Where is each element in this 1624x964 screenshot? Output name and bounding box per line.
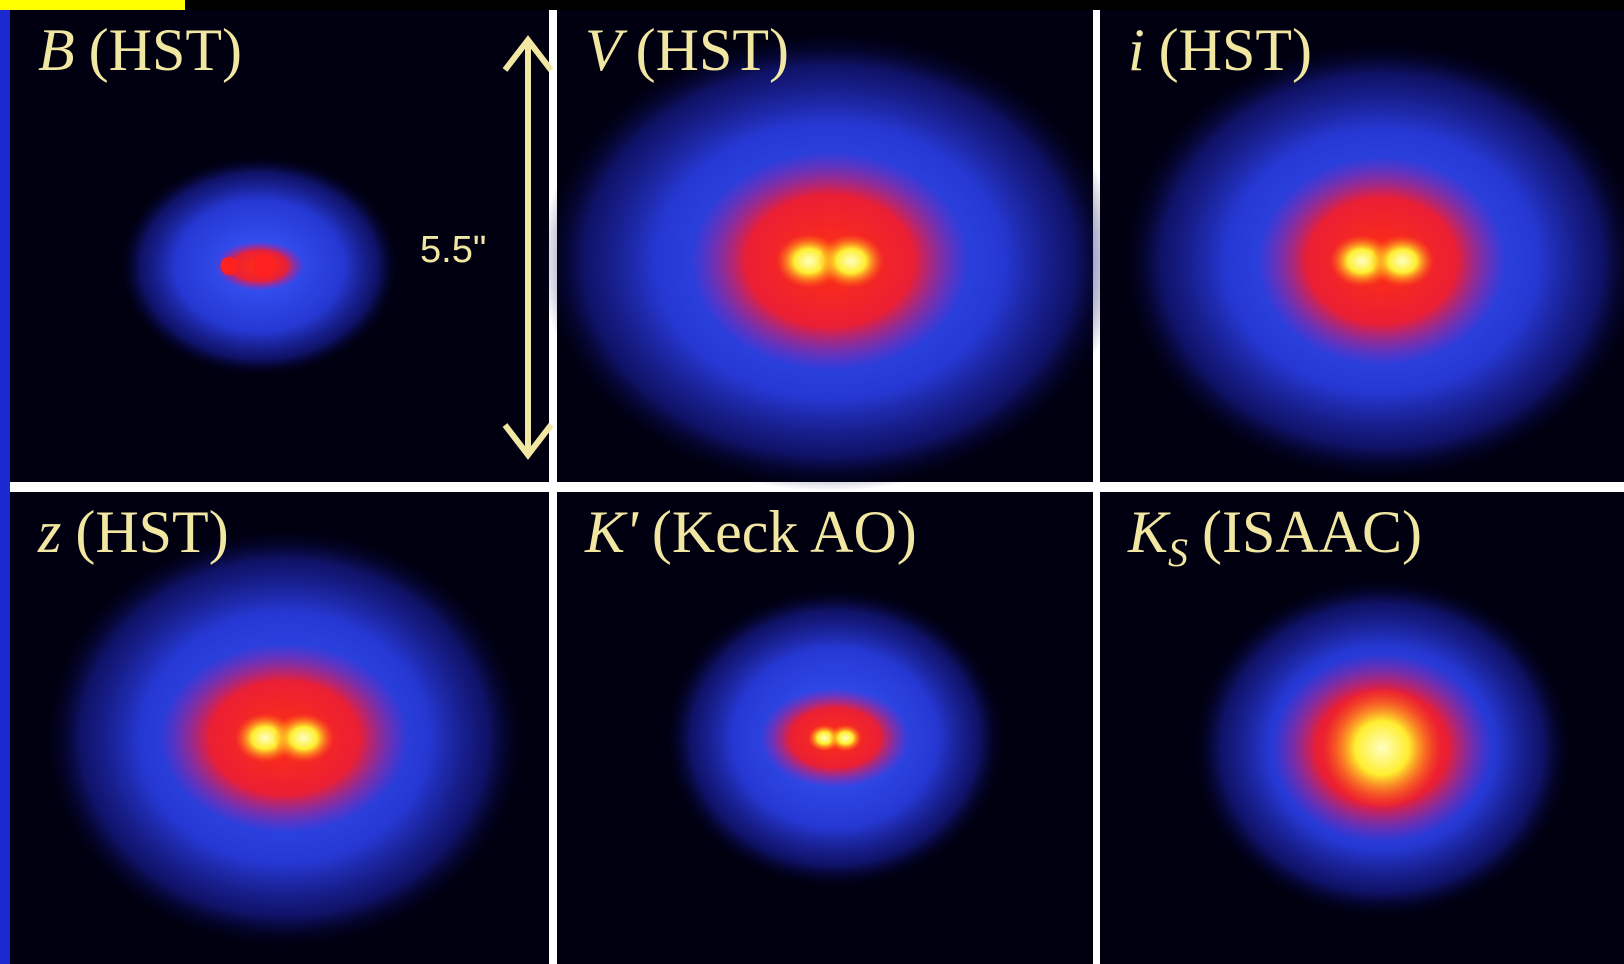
instrument: (HST) bbox=[75, 499, 228, 565]
instrument: (ISAAC) bbox=[1202, 499, 1422, 565]
scale-label: 5.5" bbox=[420, 229, 486, 271]
instrument: (HST) bbox=[1159, 17, 1312, 83]
band-subscript: S bbox=[1168, 530, 1188, 575]
panel: KS (ISAAC) bbox=[1100, 492, 1624, 964]
instrument: (Keck AO) bbox=[652, 499, 917, 565]
panel: K'(Keck AO) bbox=[557, 492, 1093, 964]
core bbox=[1322, 688, 1442, 808]
core bbox=[274, 713, 335, 763]
core bbox=[1370, 235, 1434, 287]
panel-label: B(HST) bbox=[38, 17, 242, 83]
instrument: (HST) bbox=[89, 17, 242, 83]
figure: B(HST)V(HST)i(HST)z(HST)K'(Keck AO)KS(IS… bbox=[0, 0, 1624, 964]
core bbox=[254, 255, 276, 277]
instrument: (HST) bbox=[636, 17, 789, 83]
panel: i(HST) bbox=[1100, 10, 1624, 482]
core bbox=[829, 725, 862, 752]
band: i bbox=[1128, 17, 1145, 83]
panel: z(HST) bbox=[10, 492, 549, 964]
panel-label: V(HST) bbox=[585, 17, 789, 83]
top-corner bbox=[0, 0, 185, 10]
top-strip bbox=[185, 0, 1624, 10]
band: z bbox=[37, 499, 61, 565]
band: B bbox=[38, 17, 75, 83]
band: K' bbox=[584, 499, 639, 565]
panel: V(HST) bbox=[540, 10, 1120, 491]
panel-label: K'(Keck AO) bbox=[584, 499, 917, 565]
band: K bbox=[1127, 499, 1171, 565]
left-strip bbox=[0, 0, 10, 964]
band: V bbox=[585, 17, 628, 83]
core bbox=[818, 234, 884, 288]
core bbox=[221, 257, 239, 275]
